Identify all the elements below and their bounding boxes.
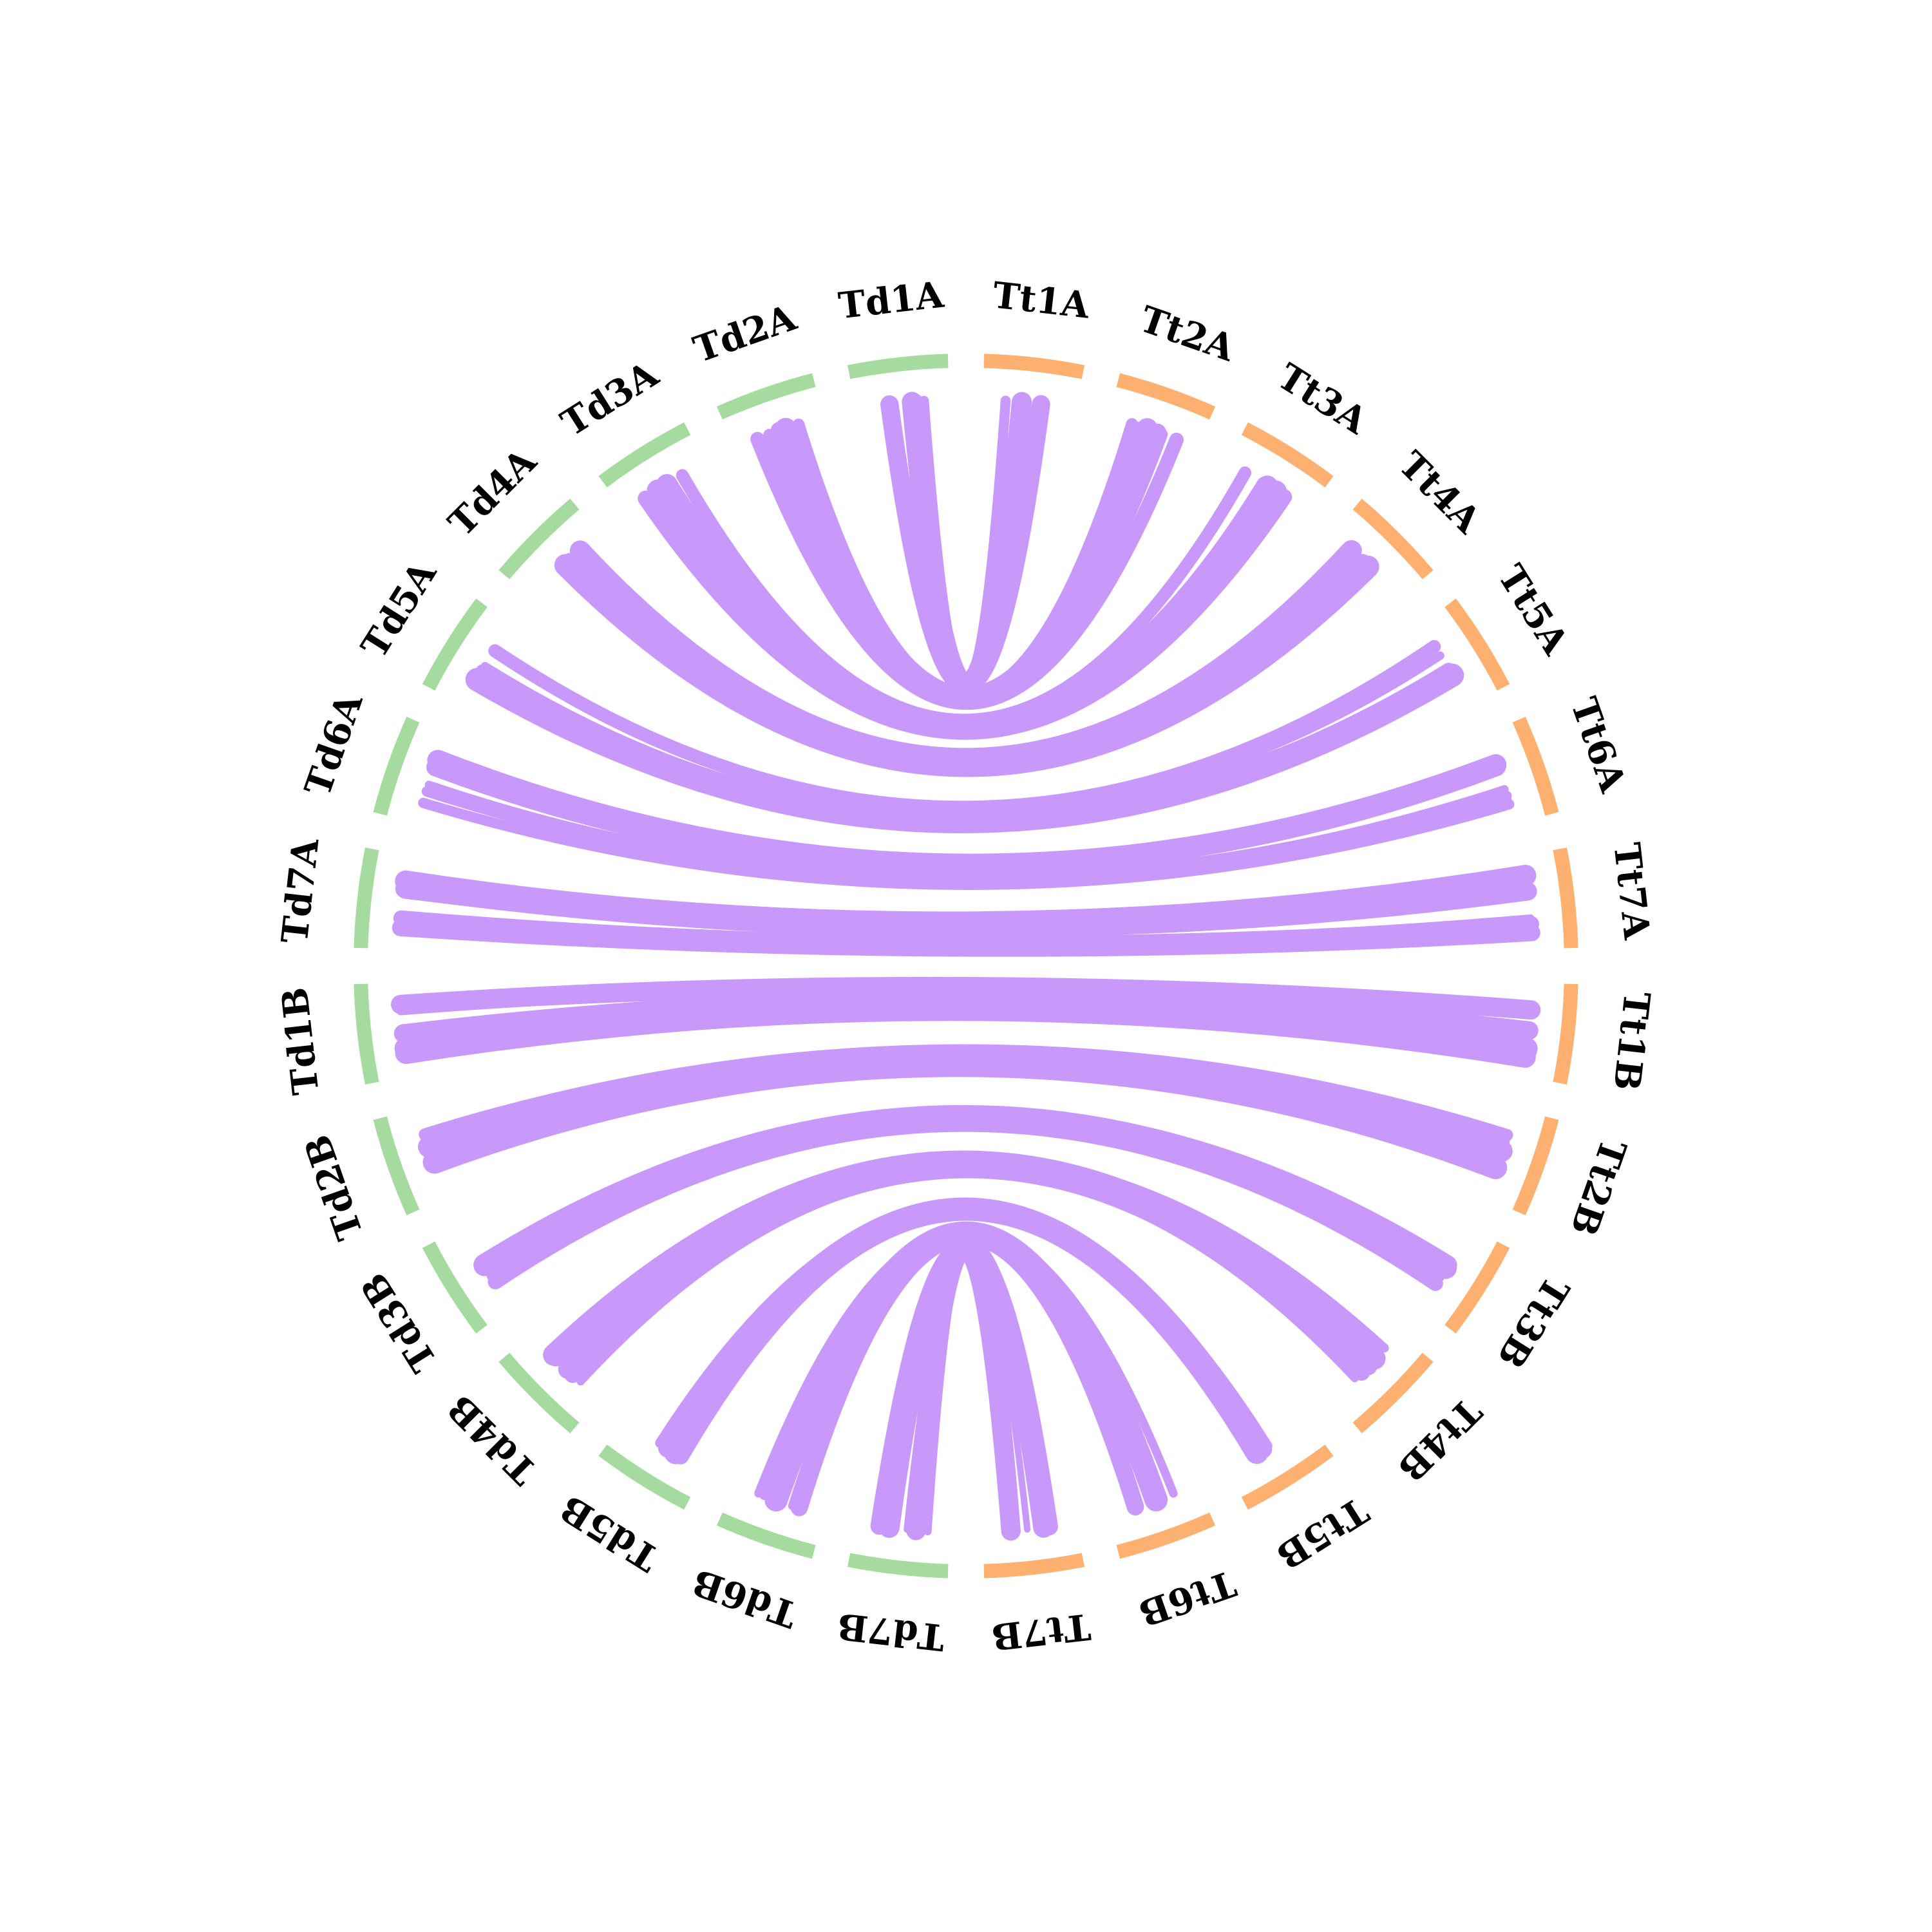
chromosome-label-tt2b: Tt2B [1562, 1133, 1634, 1241]
chromosome-label-tt5a: Tt5A [1490, 558, 1577, 663]
ribbon-strand [397, 913, 1535, 946]
chromosome-label-td5a: Td5A [353, 553, 446, 666]
chromosome-arc-td1b [354, 983, 379, 1085]
chromosome-label-tt4b: Tt4B [1390, 1390, 1490, 1490]
chromosome-arc-tt1b [1553, 983, 1578, 1085]
link-td3a-tt3a [638, 466, 1293, 740]
chromosome-label-td6a: Td6A [296, 687, 372, 801]
ribbon-strand [547, 1153, 1389, 1357]
ribbon-strand [486, 1116, 1445, 1282]
link-td1a-tt1a [880, 392, 1050, 694]
chromosome-label-td7a: Td7A [274, 835, 328, 945]
ribbon-strand [880, 395, 1050, 694]
link-td5a-tt5a [465, 639, 1464, 833]
chromosome-label-td6b: Td6B [687, 1560, 803, 1636]
ribbon-strand [395, 999, 1536, 1068]
ribbon-strand [426, 758, 1506, 876]
chromosome-arc-td2a [716, 373, 816, 420]
chromosome-arc-tt1a [983, 354, 1085, 379]
chromosome-arc-td1a [847, 354, 949, 379]
chromosome-arc-td6a [373, 716, 420, 816]
ribbon-strand [764, 1221, 1168, 1512]
chromosome-arc-td4b [498, 1352, 580, 1434]
chromosome-arc-tt3a [1241, 422, 1334, 488]
ribbon-strand [395, 880, 1537, 938]
ribbon-strand [418, 1046, 1513, 1162]
link-td7a-tt7a [392, 864, 1540, 957]
chromosome-arc-td7a [354, 847, 379, 949]
chromosome-label-tt3b: Tt3B [1489, 1269, 1578, 1376]
link-td5b-tt5b [655, 1197, 1273, 1464]
chromosome-arc-td2b [373, 1116, 420, 1216]
ribbon-strand [576, 1169, 1359, 1386]
chromosome-label-tt7b: Tt7B [989, 1605, 1092, 1658]
ribbon-strand [870, 1237, 1058, 1536]
ribbon-strand [475, 1106, 1457, 1275]
link-td7b-tt7b [870, 1236, 1058, 1541]
chromosome-label-td1b: Td1B [273, 985, 327, 1097]
ribbon-strand [665, 1203, 1268, 1453]
chromosome-arc-tt2a [1116, 373, 1216, 420]
ribbon-strand [556, 564, 1378, 773]
chromosome-arc-tt6b [1116, 1512, 1216, 1559]
link-td4b-tt4b [543, 1150, 1389, 1386]
chromosome-arc-layer [354, 354, 1578, 1578]
ribbon-strand [431, 1063, 1500, 1174]
chromosome-arc-tt5b [1241, 1444, 1334, 1510]
chromosome-arc-td5a [422, 598, 488, 691]
chromosome-label-tt7a: Tt7A [1605, 840, 1658, 942]
ribbon-strand [474, 672, 1459, 826]
chromosome-arc-tt6a [1512, 716, 1559, 816]
link-td2b-tt2b [418, 1044, 1513, 1180]
chromosome-arc-tt7b [983, 1553, 1085, 1578]
chromosome-arc-td3a [598, 422, 691, 488]
chromosome-arc-td5b [598, 1444, 691, 1510]
chromosome-arc-td6b [716, 1512, 816, 1559]
chromosome-label-td4a: Td4A [440, 439, 545, 544]
chromosome-arc-tt4b [1352, 1352, 1434, 1434]
chromosome-arc-tt3b [1444, 1241, 1510, 1334]
link-td3b-tt3b [473, 1105, 1457, 1291]
chromosome-label-td5b: Td5B [553, 1486, 667, 1580]
chromosome-label-td3b: Td3B [352, 1265, 446, 1379]
chromosome-label-tt1b: Tt1B [1605, 989, 1658, 1092]
chromosome-arc-tt4a [1352, 498, 1434, 580]
chromosome-arc-tt7a [1553, 847, 1578, 949]
link-td1b-tt1b [391, 976, 1541, 1068]
ribbon-strand [790, 421, 1140, 700]
ribbon-strand [393, 989, 1539, 1043]
ribbon-strand [424, 781, 1509, 881]
ribbon-strand [648, 484, 1282, 735]
chromosome-arc-tt5a [1444, 598, 1510, 691]
chromosome-label-tt5b: Tt5B [1269, 1489, 1376, 1578]
chromosome-label-td2b: Td2B [296, 1130, 372, 1245]
link-td2a-tt2a [750, 417, 1184, 710]
chromosome-label-tt1a: Tt1A [990, 274, 1092, 327]
chromosome-label-tt3a: Tt3A [1270, 355, 1375, 443]
chromosome-arc-td7b [847, 1553, 949, 1578]
chromosome-arc-td3b [422, 1241, 488, 1334]
link-td6a-tt6a [418, 750, 1515, 890]
chromosome-label-td7b: Td7B [835, 1604, 947, 1658]
ribbon-layer [391, 392, 1541, 1541]
ribbon-strand [480, 661, 1452, 821]
chromosome-label-td3a: Td3A [554, 352, 667, 445]
link-td4a-tt4a [554, 540, 1379, 777]
ribbon-strand [790, 1228, 1144, 1517]
chromosome-label-td2a: Td2A [688, 296, 802, 372]
ribbon-strand [763, 428, 1168, 706]
chromosome-label-tt4a: Tt4A [1390, 443, 1490, 542]
chromosome-arc-td4a [498, 498, 580, 580]
chromosome-label-tt6a: Tt6A [1562, 692, 1634, 799]
chromosome-arc-tt2b [1512, 1116, 1559, 1216]
ribbon-strand [395, 982, 1537, 1016]
chromosome-label-td1a: Td1A [837, 273, 947, 327]
chromosome-label-tt6b: Tt6B [1133, 1562, 1241, 1634]
ribbon-strand [775, 417, 1159, 708]
ribbon-strand [488, 639, 1441, 814]
chromosome-label-tt2a: Tt2A [1135, 298, 1241, 370]
chromosome-label-td4b: Td4B [439, 1387, 545, 1493]
